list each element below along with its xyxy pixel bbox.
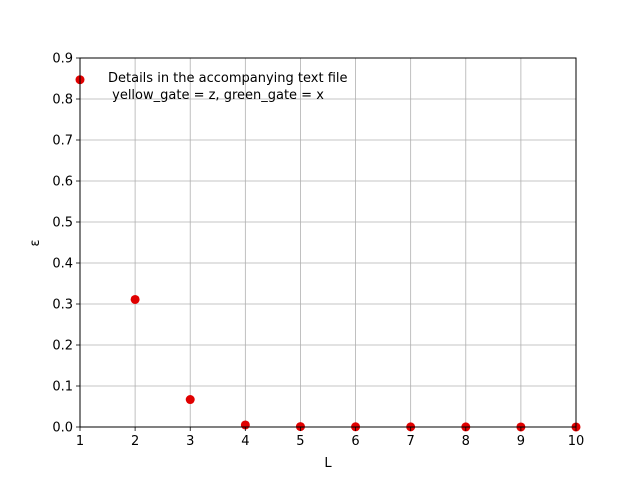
- x-axis-label: L: [324, 456, 332, 471]
- x-tick-label: 6: [351, 434, 359, 449]
- plot-frame: [79, 57, 577, 428]
- axis-ticks: 1 2 3 4 5 6 7 8 9 10 0.0 0.1 0.2 0.3 0.4 0.5 0.6 0.7 0.8 0.…: [52, 52, 584, 450]
- x-tick-label: 4: [241, 434, 249, 449]
- x-tick-label: 9: [517, 434, 525, 449]
- x-tick-label: 3: [186, 434, 194, 449]
- y-axis-label: ε: [28, 239, 43, 246]
- x-tick-label: 2: [131, 434, 139, 449]
- x-tick-label: 10: [568, 434, 585, 449]
- data-points: [75, 75, 581, 432]
- x-tick-label: 1: [76, 434, 84, 449]
- y-tick-label: 0.0: [52, 421, 73, 436]
- grid-lines: [79, 57, 577, 428]
- x-tick-label: 8: [462, 434, 470, 449]
- y-tick-label: 0.5: [52, 216, 73, 231]
- data-point: [185, 395, 195, 405]
- y-tick-label: 0.2: [52, 339, 73, 354]
- y-tick-label: 0.9: [52, 52, 73, 67]
- y-tick-label: 0.7: [52, 134, 73, 149]
- annotation-line-1: Details in the accompanying text file: [108, 71, 348, 86]
- x-tick-label: 7: [407, 434, 415, 449]
- y-tick-label: 0.4: [52, 257, 73, 272]
- y-tick-label: 0.6: [52, 175, 73, 190]
- y-tick-label: 0.1: [52, 380, 73, 395]
- annotation-line-2: yellow_gate = z, green_gate = x: [108, 88, 324, 103]
- y-tick-label: 0.8: [52, 93, 73, 108]
- data-point: [130, 294, 140, 304]
- y-tick-label: 0.3: [52, 298, 73, 313]
- x-tick-label: 5: [296, 434, 304, 449]
